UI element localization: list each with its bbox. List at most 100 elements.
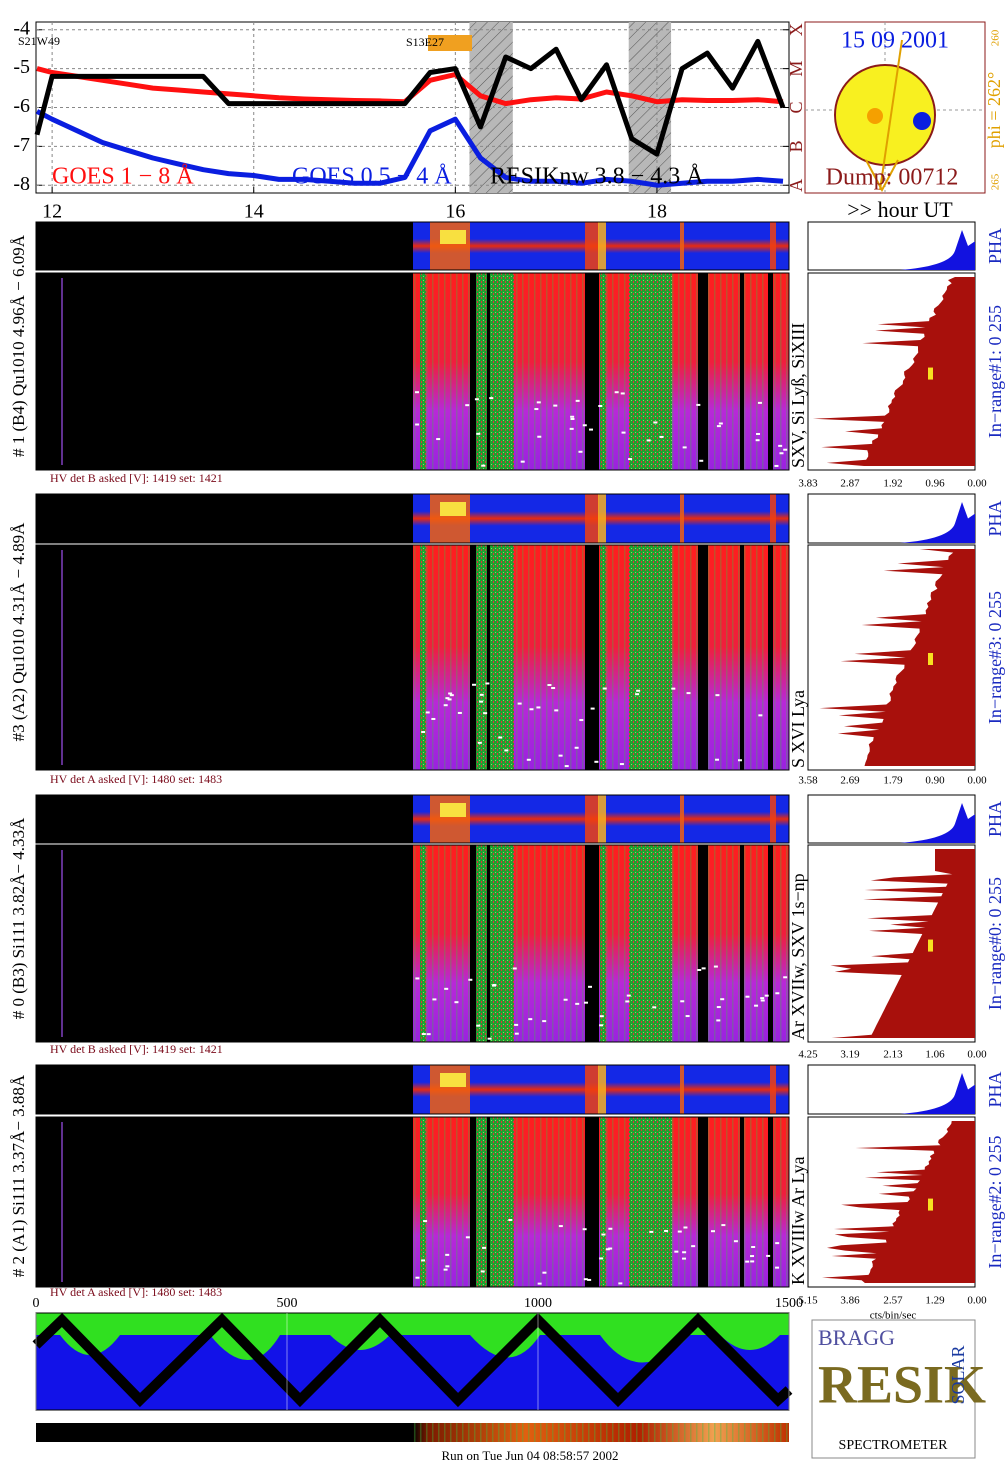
region-marker bbox=[913, 112, 931, 130]
hist-marker bbox=[928, 367, 933, 380]
spec-green-band bbox=[470, 845, 514, 1042]
range-label: In−range#3: 0 255 bbox=[985, 591, 1005, 724]
spec-speckle bbox=[570, 417, 575, 420]
spec-gap bbox=[585, 545, 599, 770]
spec-speckle bbox=[696, 403, 701, 406]
angle-arrow bbox=[865, 159, 899, 193]
spec-speckle bbox=[492, 983, 497, 986]
spec-speckle bbox=[699, 459, 704, 462]
scan-tick-label: 500 bbox=[277, 1296, 298, 1311]
spec-dark bbox=[36, 845, 413, 1042]
spec-speckle bbox=[526, 758, 531, 761]
spec-gap bbox=[585, 845, 599, 1042]
hist-tick-label: 2.57 bbox=[883, 1295, 903, 1307]
run-info: Run on Tue Jun 04 08:58:57 2002 bbox=[442, 1448, 619, 1463]
hist-tick-label: 3.83 bbox=[798, 478, 818, 490]
spec-gap bbox=[585, 1117, 599, 1287]
spec-speckle bbox=[737, 759, 742, 762]
spec-speckle bbox=[575, 399, 580, 402]
spec-gap bbox=[698, 273, 708, 470]
spec-speckle bbox=[715, 694, 720, 697]
spec-speckle bbox=[512, 967, 517, 970]
spec-speckle bbox=[443, 704, 448, 707]
annotation: S21W49 bbox=[18, 34, 60, 48]
hist-tick-label: 1.79 bbox=[883, 775, 903, 787]
y-tick-label: -6 bbox=[13, 95, 30, 117]
spec-gap bbox=[487, 273, 490, 470]
spec-speckle bbox=[504, 749, 509, 752]
spec-speckle bbox=[608, 1247, 613, 1250]
spec-speckle bbox=[487, 1037, 492, 1040]
hist-tick-label: 1.92 bbox=[883, 478, 902, 490]
detector-rows: # 1 (B4) Qu1010 4.96Å − 6.09Å HV det B as… bbox=[9, 221, 1005, 1307]
spec-green-band bbox=[629, 845, 672, 1042]
spec-speckle bbox=[465, 404, 470, 407]
spec-speckle bbox=[674, 1250, 679, 1253]
spec-speckle bbox=[574, 746, 579, 749]
spec-speckle bbox=[583, 1278, 588, 1281]
spec-speckle bbox=[445, 1253, 450, 1256]
pha-label: PHA bbox=[985, 801, 1005, 837]
spec-speckle bbox=[620, 392, 625, 395]
goes-panel: -4 -5 -6 -7 -8 X M C B A GOES 1 − 8 Å GOES 0.5 − 4 … bbox=[13, 17, 806, 194]
spec-speckle bbox=[514, 1023, 519, 1026]
spec-speckle bbox=[716, 1006, 721, 1009]
spec-speckle bbox=[575, 1002, 580, 1005]
detector-label: # 1 (B4) Qu1010 4.96Å − 6.09Å bbox=[9, 234, 28, 457]
spec-speckle bbox=[733, 1240, 738, 1243]
spec-gap bbox=[470, 273, 476, 470]
spec-speckle bbox=[542, 1020, 547, 1023]
hist-tick-label: 0.00 bbox=[967, 775, 987, 787]
x-axis-label: >> hour UT bbox=[847, 197, 953, 222]
spec-speckle bbox=[432, 998, 437, 1001]
strip-feature bbox=[598, 1065, 606, 1114]
spec-speckle bbox=[421, 1259, 426, 1262]
sun-panel: 15 09 2001 Dump: 00712 phi = 262° 260 26… bbox=[804, 21, 1004, 194]
annotation: S13E27 bbox=[406, 35, 444, 49]
spec-speckle bbox=[683, 1226, 688, 1229]
hist-spectrum bbox=[822, 1121, 975, 1283]
hist-marker bbox=[928, 939, 933, 952]
spec-speckle bbox=[447, 698, 452, 701]
strip-frame bbox=[35, 794, 790, 844]
strip-feature bbox=[430, 494, 470, 543]
line-label: K XVIIIw Ar Lya bbox=[788, 1157, 808, 1285]
hist-tick-label: 2.13 bbox=[883, 1049, 903, 1061]
strip-feature bbox=[680, 795, 684, 843]
spec-speckle bbox=[481, 464, 486, 467]
spec-speckle bbox=[653, 421, 658, 424]
scale-top: 260 bbox=[990, 29, 1002, 46]
spec-speckle bbox=[755, 439, 760, 442]
spec-green-band bbox=[629, 1117, 672, 1287]
strip-flare bbox=[440, 502, 466, 516]
strip-feature bbox=[598, 494, 606, 543]
y2-tick-label: M bbox=[786, 61, 806, 77]
spec-frame bbox=[35, 272, 790, 471]
hist-spectrum bbox=[819, 549, 975, 766]
scale-bottom: 265 bbox=[990, 173, 1002, 190]
spec-speckle bbox=[454, 1001, 459, 1004]
spec-speckle bbox=[590, 707, 595, 710]
range-label: In−range#0: 0 255 bbox=[985, 877, 1005, 1010]
spec-speckle bbox=[718, 422, 723, 425]
strip-frame bbox=[35, 493, 790, 544]
logo-bragg: BRAGG bbox=[818, 1325, 895, 1350]
strip-dark bbox=[36, 494, 413, 543]
colorbar-stripes bbox=[413, 1423, 789, 1442]
spec-speckle bbox=[602, 687, 607, 690]
strip-frame bbox=[35, 1064, 790, 1115]
spec-speckle bbox=[751, 1246, 756, 1249]
spec-gap bbox=[768, 845, 773, 1042]
spec-speckle bbox=[570, 415, 575, 418]
spec-speckle bbox=[426, 1033, 431, 1036]
spec-green-band bbox=[470, 273, 514, 470]
spec-speckle bbox=[465, 1236, 470, 1239]
spec-speckle bbox=[563, 998, 568, 1001]
spec-speckle bbox=[713, 965, 718, 968]
y2-tick-label: C bbox=[786, 101, 806, 113]
spec-speckle bbox=[721, 1224, 726, 1227]
region-marker bbox=[867, 108, 883, 124]
spec-speckle bbox=[587, 1278, 592, 1281]
spec-speckle bbox=[760, 997, 765, 1000]
legend-entry: GOES 1 − 8 Å bbox=[52, 164, 194, 190]
